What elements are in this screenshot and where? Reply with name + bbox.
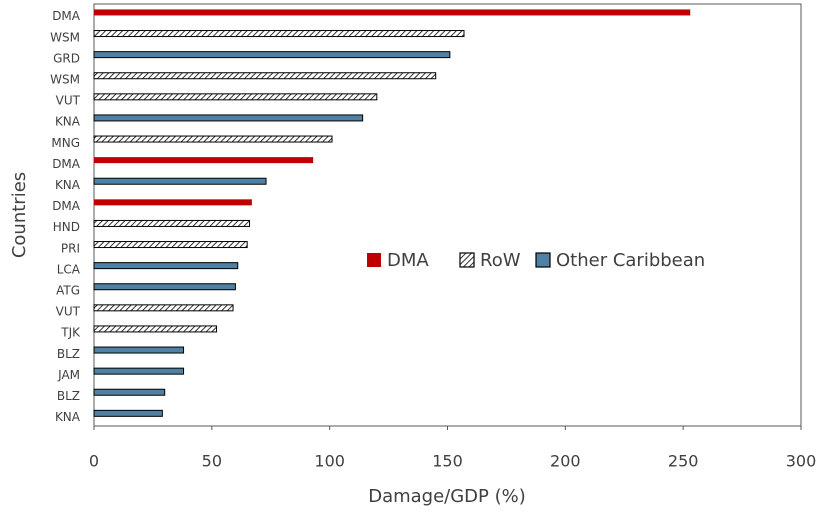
y-axis-title: Countries [9, 172, 30, 258]
y-tick-label: LCA [57, 262, 81, 276]
x-tick-label: 300 [786, 452, 817, 471]
bar [93, 241, 248, 249]
y-tick-label: VUT [56, 305, 81, 319]
bar [93, 325, 218, 333]
bar [93, 409, 163, 417]
bar [93, 388, 166, 396]
legend-swatch [367, 253, 381, 267]
y-tick-label: VUT [56, 94, 81, 108]
bar [93, 93, 378, 101]
bar [93, 304, 234, 312]
bar [94, 157, 314, 164]
y-tick-label: MNG [51, 136, 80, 150]
bar [93, 114, 364, 122]
y-tick-label: KNA [55, 178, 81, 192]
legend-swatch [459, 252, 475, 268]
x-tick-label: 100 [314, 452, 345, 471]
y-tick-label: PRI [61, 241, 80, 255]
legend-label: DMA [387, 250, 429, 271]
y-tick-label: KNA [55, 410, 81, 424]
x-tick-label: 250 [668, 452, 699, 471]
y-tick-label: GRD [53, 51, 80, 65]
y-tick-label: JAM [57, 368, 80, 382]
x-tick-label: 50 [202, 452, 222, 471]
legend-label: Other Caribbean [556, 250, 705, 271]
x-axis-title: Damage/GDP (%) [368, 486, 526, 507]
y-tick-label: ATG [56, 283, 80, 297]
y-tick-label: TJK [60, 326, 81, 340]
y-tick-label: BLZ [57, 389, 80, 403]
bar [93, 262, 239, 270]
y-tick-label: DMA [52, 157, 81, 171]
y-tick-label: DMA [52, 199, 81, 213]
y-tick-label: BLZ [57, 347, 80, 361]
x-tick-label: 150 [432, 452, 463, 471]
y-tick-label: WSM [50, 72, 80, 86]
bar [93, 72, 437, 80]
bar [93, 135, 333, 143]
legend-swatch [535, 252, 551, 268]
bar [93, 30, 465, 38]
bar [94, 9, 691, 16]
plot-area [93, 3, 802, 427]
y-tick-label: HND [53, 220, 80, 234]
bar [93, 346, 185, 354]
bar [93, 367, 185, 375]
y-tick-label: DMA [52, 9, 81, 23]
bar [93, 219, 251, 227]
bar [93, 177, 267, 185]
legend-label: RoW [480, 250, 521, 271]
bar [93, 51, 451, 59]
bar [94, 199, 252, 206]
bar [93, 283, 236, 291]
x-tick-label: 0 [89, 452, 99, 471]
y-tick-label: KNA [55, 115, 81, 129]
y-tick-label: WSM [50, 30, 80, 44]
x-tick-label: 200 [550, 452, 581, 471]
